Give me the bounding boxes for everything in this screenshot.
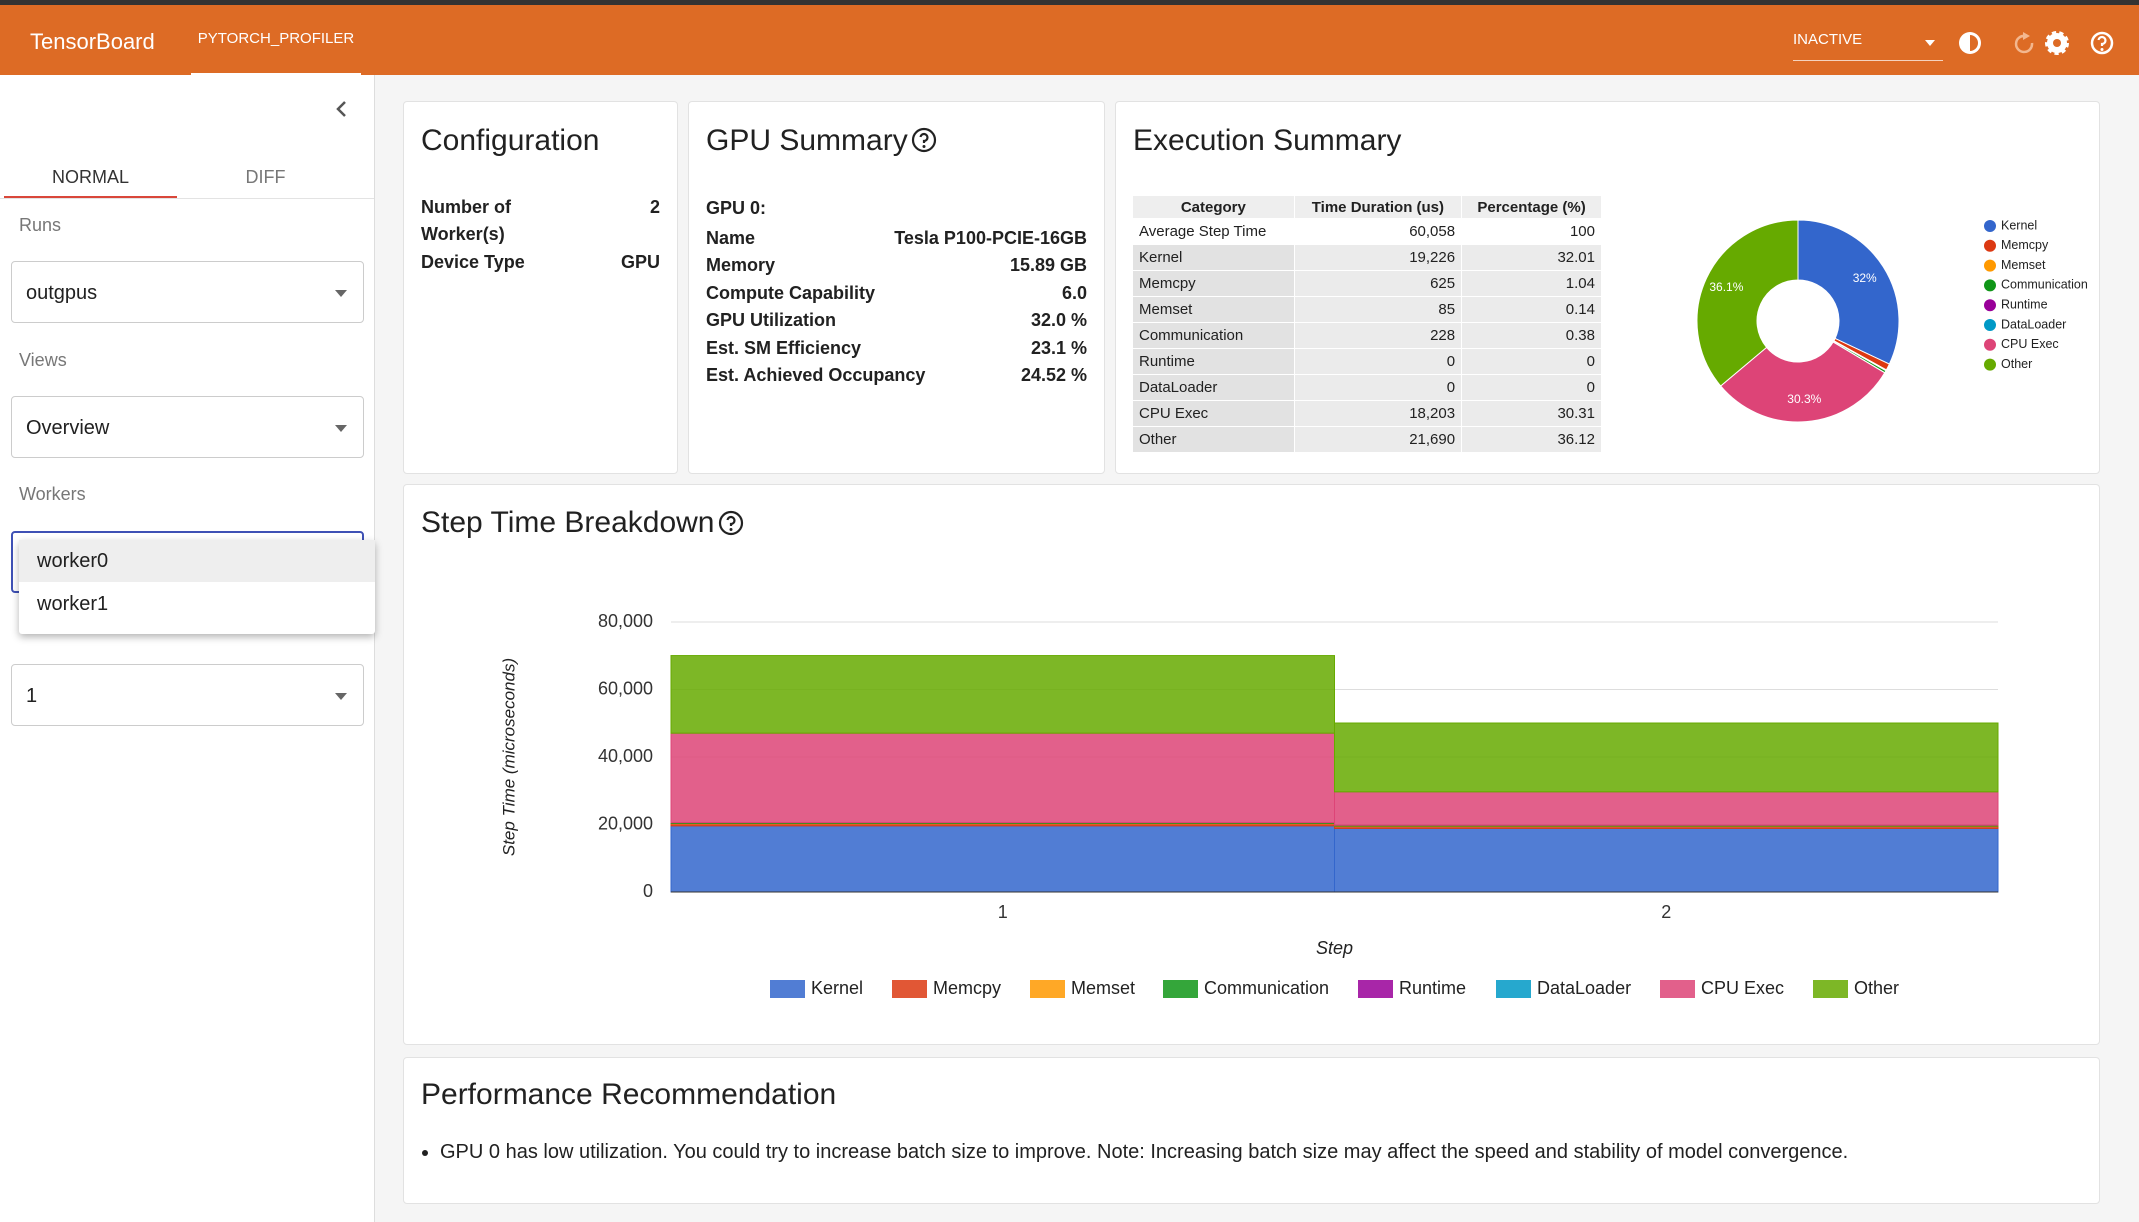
step-time-card (403, 484, 2100, 1045)
table-cell: 0.38 (1461, 322, 1602, 349)
table-row: Average Step Time 60,058 100 (1132, 218, 1602, 245)
row-value: 15.89 GB (1009, 255, 1087, 276)
row-value: GPU (620, 252, 660, 272)
table-row: CPU Exec 18,203 30.31 (1132, 400, 1602, 427)
table-cell: 0 (1461, 348, 1602, 375)
column-header: Category (1132, 195, 1295, 219)
top-strip (0, 0, 2139, 5)
table-cell: 85 (1293, 296, 1463, 323)
table-cell: 19,226 (1293, 244, 1463, 271)
tab-divider (0, 198, 374, 199)
table-row: Other 21,690 36.12 (1132, 426, 1602, 453)
row-value: 2 (649, 197, 660, 217)
table-cell: 18,203 (1293, 400, 1463, 427)
row-value: 24.52 % (1020, 365, 1087, 385)
table-cell: CPU Exec (1132, 400, 1295, 427)
views-select[interactable]: Overview (11, 396, 364, 458)
status-select[interactable]: INACTIVE (1793, 31, 1943, 61)
card-title: GPU Summary (706, 124, 908, 157)
table-cell: 60,058 (1293, 218, 1463, 245)
row-key: Compute Capability (706, 282, 876, 303)
column-header: Percentage (%) (1461, 195, 1602, 219)
row-value: Tesla P100-PCIE-16GB (894, 228, 1087, 248)
summary-table: Category Time Duration (us) Percentage (%)… (1132, 195, 1602, 453)
table-cell: Average Step Time (1132, 218, 1295, 245)
recommendation-item: GPU 0 has low utilization. You could try… (440, 1138, 1848, 1166)
table-row: Runtime 0 0 (1132, 348, 1602, 375)
theme-icon[interactable] (1959, 32, 1981, 54)
row-value: 23.1 % (1030, 337, 1087, 358)
span-select[interactable]: 1 (11, 664, 364, 726)
table-cell: 32.01 (1461, 244, 1602, 271)
table-cell: 21,690 (1293, 426, 1463, 453)
collapse-icon[interactable] (334, 99, 350, 119)
runs-select[interactable]: outgpus (11, 261, 364, 323)
brand: TensorBoard (30, 29, 155, 54)
execution-summary-card: Execution Summary Category Time Duration … (1115, 101, 2100, 474)
header: TensorBoard PYTORCH_PROFILER INACTIVE (0, 5, 2139, 76)
plugin-tab[interactable]: PYTORCH_PROFILER (191, 5, 361, 76)
row-value: 6.0 (1061, 282, 1087, 303)
workers-label: Workers (19, 484, 86, 504)
card-title: Performance Recommendation (421, 1078, 837, 1111)
table-cell: Other (1132, 426, 1295, 453)
runs-label: Runs (19, 215, 62, 235)
table-row: Memset 85 0.14 (1132, 296, 1602, 323)
row-value: 32.0 % (1030, 310, 1087, 331)
views-label: Views (19, 350, 67, 370)
table-cell: 36.12 (1461, 426, 1602, 453)
settings-icon[interactable] (2045, 31, 2069, 55)
table-cell: 100 (1461, 218, 1602, 245)
table-row: Kernel 19,226 32.01 (1132, 244, 1602, 271)
card-title: Execution Summary (1133, 124, 1402, 157)
row-key: Number of Worker(s) (421, 197, 511, 244)
table-cell: Communication (1132, 322, 1295, 349)
header-icons (1925, 31, 2114, 55)
table-cell: 0 (1461, 374, 1602, 401)
gpu-summary-card: GPU Summary GPU 0: Name Tesla P100-PCIE-1… (688, 101, 1105, 474)
table-cell: 625 (1293, 270, 1463, 297)
refresh-icon[interactable] (2014, 32, 2034, 54)
help-icon[interactable] (2090, 31, 2114, 55)
tab-indicator (4, 196, 177, 198)
row-key: Est. SM Efficiency (706, 337, 862, 358)
menu-item[interactable]: worker0 (19, 540, 375, 582)
help-icon[interactable] (718, 510, 746, 538)
table-cell: DataLoader (1132, 374, 1295, 401)
recommendation-list: GPU 0 has low utilization. You could try… (400, 1138, 1848, 1166)
configuration-card: Configuration Number of Worker(s) 2 Device… (403, 101, 678, 474)
table-cell: 0 (1293, 374, 1463, 401)
gpu-label: GPU 0: (706, 198, 767, 218)
table-cell: Memcpy (1132, 270, 1295, 297)
row-key: GPU Utilization (706, 310, 836, 331)
sidebar: NORMAL DIFF Runs outgpus Views Overview … (0, 75, 375, 1222)
help-icon[interactable] (911, 127, 939, 155)
table-cell: Kernel (1132, 244, 1295, 271)
table-cell: 0.14 (1461, 296, 1602, 323)
table-cell: 30.31 (1461, 400, 1602, 427)
tab-diff[interactable]: DIFF (245, 167, 286, 187)
table-cell: 1.04 (1461, 270, 1602, 297)
table-cell: 0 (1293, 348, 1463, 375)
header-row: Category Time Duration (us) Percentage (%) (1132, 195, 1602, 219)
tab-normal[interactable]: NORMAL (51, 167, 129, 187)
worker-menu: worker0 worker1 (19, 540, 375, 634)
table-cell: 228 (1293, 322, 1463, 349)
row-key: Name (706, 228, 756, 248)
table-row: DataLoader 0 0 (1132, 374, 1602, 401)
menu-item[interactable]: worker1 (37, 593, 109, 615)
dropdown-arrow (1925, 40, 1935, 46)
row-key: Est. Achieved Occupancy (706, 365, 926, 385)
recommendation-card: Performance Recommendation GPU 0 has low… (403, 1057, 2100, 1204)
column-header: Time Duration (us) (1293, 195, 1463, 219)
table-row: Memcpy 625 1.04 (1132, 270, 1602, 297)
table-cell: Runtime (1132, 348, 1295, 375)
card-title: Configuration (421, 124, 600, 157)
row-key: Device Type (421, 252, 525, 272)
row-key: Memory (706, 255, 776, 276)
table-cell: Memset (1132, 296, 1295, 323)
table-row: Communication 228 0.38 (1132, 322, 1602, 349)
